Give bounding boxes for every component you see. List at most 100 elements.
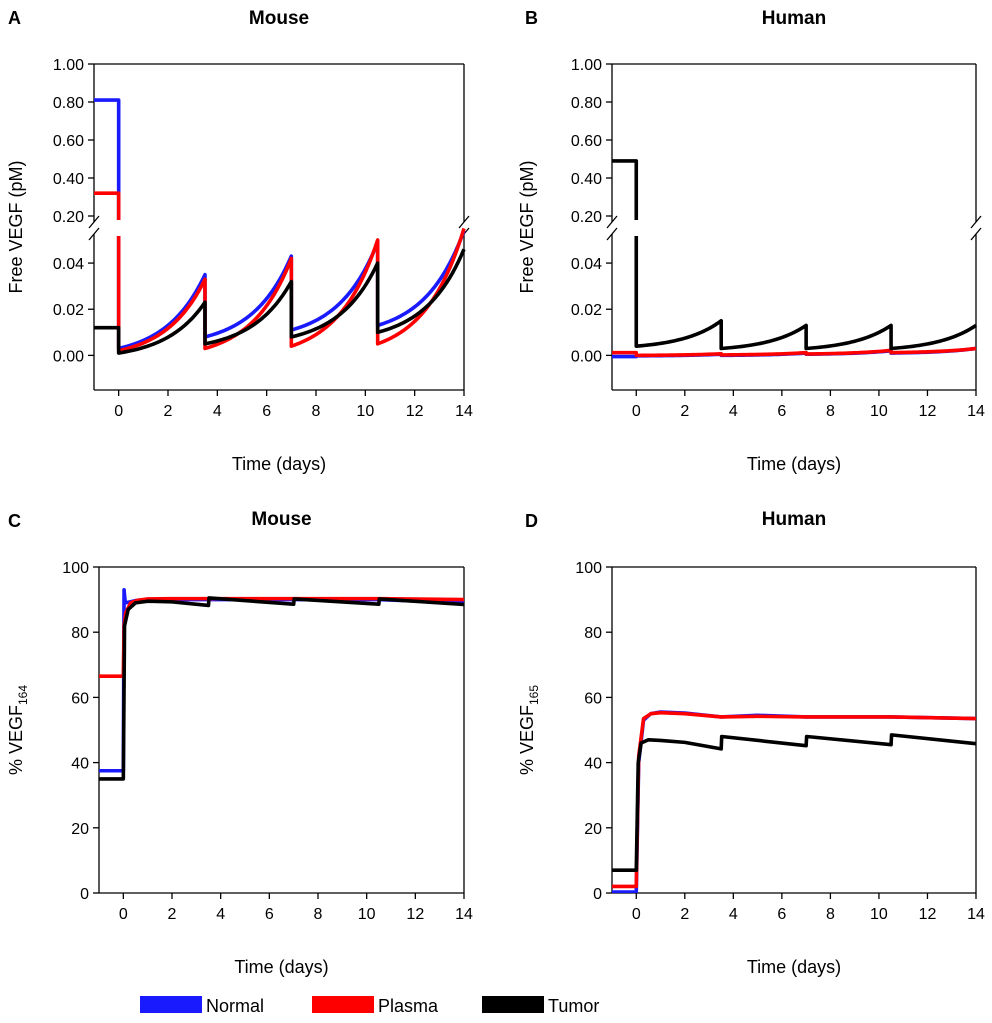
x-tick-label: 4 xyxy=(729,403,738,420)
series-line-normal xyxy=(99,588,465,773)
series-line-plasma xyxy=(99,596,465,679)
y-axis-label: Free VEGF (pM) xyxy=(6,160,26,293)
legend: Normal Plasma Tumor xyxy=(140,996,599,1016)
axis-break-mark xyxy=(970,227,982,241)
y-tick-label: 0 xyxy=(593,886,602,903)
panel-title: Human xyxy=(762,8,826,29)
y-axis-label-subscript: 164 xyxy=(16,685,30,705)
y-tick-label: 60 xyxy=(71,690,89,707)
x-tick-label: 0 xyxy=(114,403,123,420)
axis-break-mark xyxy=(88,215,100,229)
axis-break-mark xyxy=(458,215,470,229)
x-tick-label: 14 xyxy=(967,906,985,923)
panel-letter: B xyxy=(525,8,538,28)
x-tick-label: 12 xyxy=(406,403,424,420)
x-axis-label: Time (days) xyxy=(234,957,328,977)
y-tick-label: 20 xyxy=(584,821,602,838)
x-tick-label: 2 xyxy=(168,906,177,923)
x-tick-label: 0 xyxy=(119,906,128,923)
panel-A: A Mouse 0 2 4 6 8 10 12 14 Time (days) 0.20 0.40 0.60… xyxy=(6,8,473,474)
x-tick-label: 4 xyxy=(213,403,222,420)
panel-title: Human xyxy=(762,509,826,530)
x-tick-label: 10 xyxy=(358,906,376,923)
panel-letter: D xyxy=(525,511,538,531)
x-tick-label: 8 xyxy=(826,403,835,420)
x-tick-label: 0 xyxy=(632,906,641,923)
legend-label-normal: Normal xyxy=(206,996,264,1016)
x-tick-label: 10 xyxy=(870,403,888,420)
x-tick-label: 6 xyxy=(777,403,786,420)
y-tick-label: 80 xyxy=(584,625,602,642)
y-tick-label: 0.20 xyxy=(571,209,602,226)
y-tick-label: 40 xyxy=(71,756,89,773)
y-axis-label-main: Free VEGF (pM) xyxy=(6,160,26,293)
series-line-tumor xyxy=(612,159,977,351)
x-tick-label: 12 xyxy=(919,403,937,420)
y-tick-label: 0.80 xyxy=(571,95,602,112)
series-line-tumor xyxy=(612,733,977,872)
y-axis-label-subscript: 165 xyxy=(527,685,541,705)
panel-title: Mouse xyxy=(249,8,309,29)
y-tick-label: 0.04 xyxy=(53,256,84,273)
x-tick-label: 4 xyxy=(729,906,738,923)
axis-break-mark xyxy=(970,215,982,229)
y-tick-label: 1.00 xyxy=(53,57,84,74)
x-tick-label: 2 xyxy=(680,403,689,420)
y-tick-label: 20 xyxy=(71,821,89,838)
y-axis-label: % VEGF164 xyxy=(6,685,30,775)
x-tick-label: 2 xyxy=(680,906,689,923)
x-tick-label: 2 xyxy=(164,403,173,420)
x-tick-label: 6 xyxy=(262,403,271,420)
series-line-tumor xyxy=(99,596,465,781)
y-tick-label: 0.80 xyxy=(53,95,84,112)
y-axis-label: Free VEGF (pM) xyxy=(517,160,537,293)
x-tick-label: 6 xyxy=(777,906,786,923)
legend-swatch-normal xyxy=(140,996,202,1013)
y-axis-label-main: Free VEGF (pM) xyxy=(517,160,537,293)
x-tick-label: 14 xyxy=(455,403,473,420)
x-tick-label: 12 xyxy=(406,906,424,923)
axis-break-mark xyxy=(606,215,618,229)
x-axis-label: Time (days) xyxy=(747,957,841,977)
y-tick-label: 0.40 xyxy=(53,171,84,188)
y-tick-label: 0.60 xyxy=(53,133,84,150)
x-axis-label: Time (days) xyxy=(747,454,841,474)
y-axis-label: % VEGF165 xyxy=(517,685,541,775)
x-tick-label: 10 xyxy=(356,403,374,420)
x-tick-label: 4 xyxy=(216,906,225,923)
y-tick-label: 0.02 xyxy=(53,302,84,319)
axis-break-mark xyxy=(88,227,100,241)
y-tick-label: 0.60 xyxy=(571,133,602,150)
x-tick-label: 8 xyxy=(826,906,835,923)
panel-D: D Human 0 2 4 6 8 10 12 14 Time (days) 0 20 40 60 80 100… xyxy=(517,509,985,977)
y-tick-label: 80 xyxy=(71,625,89,642)
x-axis-label: Time (days) xyxy=(232,454,326,474)
legend-label-tumor: Tumor xyxy=(548,996,599,1016)
series-line-tumor xyxy=(94,248,466,355)
y-tick-label: 60 xyxy=(584,690,602,707)
x-tick-label: 8 xyxy=(314,906,323,923)
x-tick-label: 6 xyxy=(265,906,274,923)
axis-break-mark xyxy=(606,227,618,241)
legend-swatch-tumor xyxy=(482,996,544,1013)
x-tick-label: 12 xyxy=(919,906,937,923)
legend-label-plasma: Plasma xyxy=(378,996,439,1016)
y-tick-label: 0.20 xyxy=(53,209,84,226)
series-line-plasma xyxy=(612,346,977,358)
x-tick-label: 14 xyxy=(967,403,985,420)
panel-title: Mouse xyxy=(251,509,311,530)
panel-B: B Human 0 2 4 6 8 10 12 14 Time (days) 0.20 0.40 0.60… xyxy=(517,8,985,474)
panel-C: C Mouse 0 2 4 6 8 10 12 14 Time (days) 0 20 40 60 80 100… xyxy=(6,509,473,977)
y-tick-label: 1.00 xyxy=(571,57,602,74)
panel-letter: A xyxy=(8,8,21,28)
y-tick-label: 0.02 xyxy=(571,302,602,319)
y-tick-label: 0.04 xyxy=(571,256,602,273)
x-tick-label: 10 xyxy=(870,906,888,923)
series-line-normal xyxy=(94,98,466,351)
y-tick-label: 0.00 xyxy=(53,348,84,365)
y-tick-label: 0.40 xyxy=(571,171,602,188)
panel-letter: C xyxy=(8,511,21,531)
y-tick-label: 0.00 xyxy=(571,348,602,365)
x-tick-label: 0 xyxy=(632,403,641,420)
